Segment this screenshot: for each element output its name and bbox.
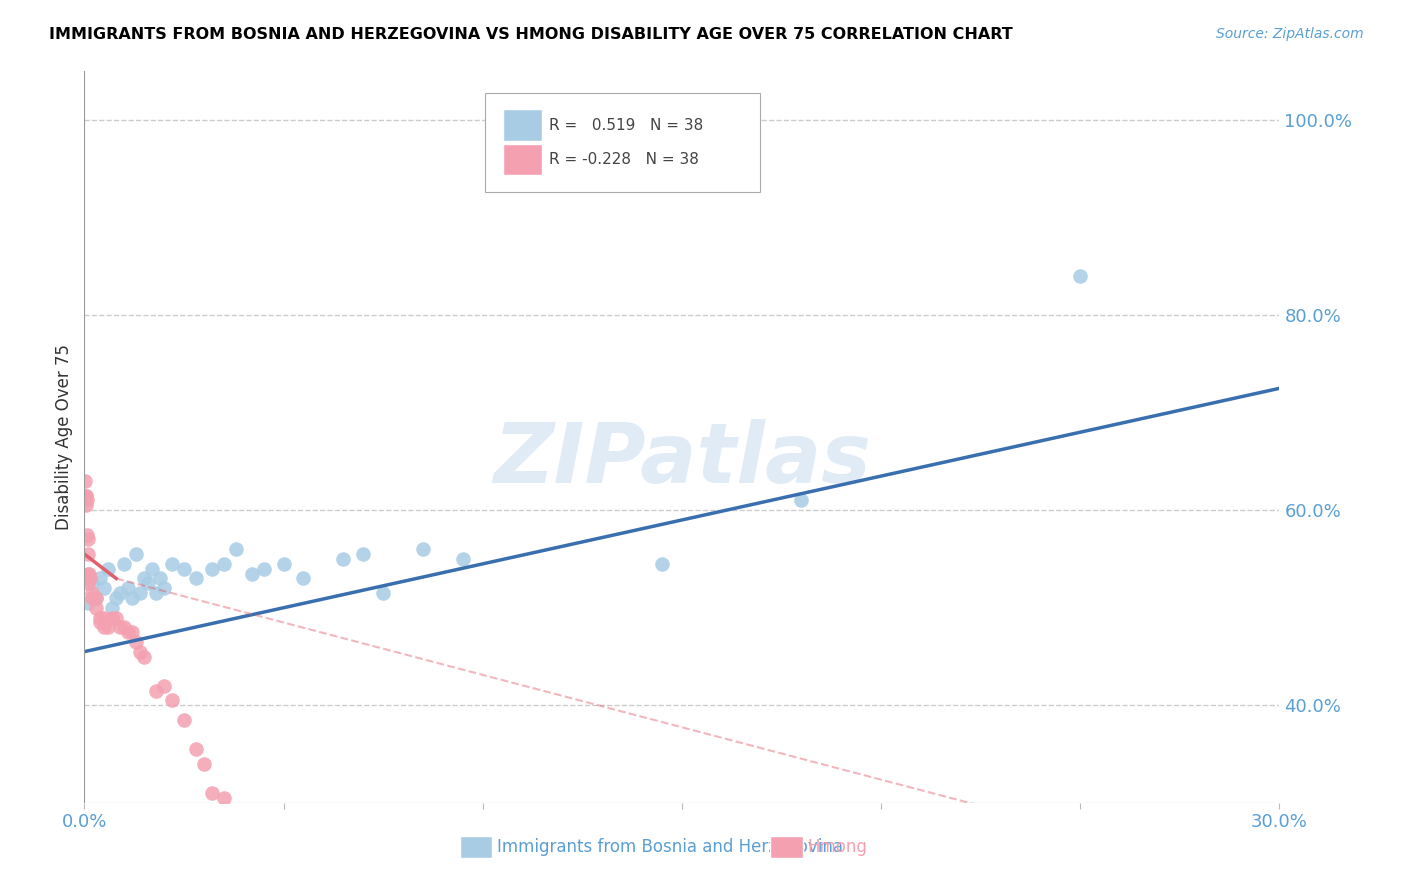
Point [373,586,395,600]
Text: ZIPatlas: ZIPatlas [494,418,870,500]
Point [1069,269,1091,284]
Point [145,683,167,698]
Point [129,645,152,659]
Point [173,562,195,576]
Point [273,557,295,571]
Point [89,572,111,586]
Point [136,576,159,591]
Point [93,581,115,595]
Point [240,566,263,581]
Text: Source: ZipAtlas.com: Source: ZipAtlas.com [1216,27,1364,41]
Point [77,547,100,561]
Point [153,679,176,693]
Point [225,542,247,557]
Point [212,557,235,571]
Point [145,586,167,600]
Point [76,493,98,508]
FancyBboxPatch shape [503,145,543,175]
Point [201,786,224,800]
Point [651,557,673,571]
Point [75,499,97,513]
Point [97,620,120,634]
Point [105,591,128,605]
Point [101,600,124,615]
FancyBboxPatch shape [770,837,803,858]
Point [79,572,101,586]
Point [193,756,215,771]
FancyBboxPatch shape [503,110,543,141]
Point [110,586,132,600]
Text: Hmong: Hmong [807,838,868,856]
Point [125,635,148,649]
Y-axis label: Disability Age Over 75: Disability Age Over 75 [55,344,73,530]
Point [93,620,115,634]
Point [75,474,97,488]
Point [77,596,100,610]
Point [76,527,98,541]
Point [110,620,132,634]
FancyBboxPatch shape [460,837,492,858]
Point [86,591,108,605]
Point [89,610,111,624]
Point [82,591,104,605]
Point [125,547,148,561]
Point [121,625,143,640]
Point [132,649,156,664]
Point [132,572,156,586]
Point [292,572,315,586]
Point [149,572,172,586]
Point [93,610,115,624]
Point [117,625,139,640]
Point [201,562,224,576]
Point [101,610,124,624]
Point [184,742,207,756]
Point [160,557,183,571]
Point [75,489,97,503]
Text: IMMIGRANTS FROM BOSNIA AND HERZEGOVINA VS HMONG DISABILITY AGE OVER 75 CORRELATI: IMMIGRANTS FROM BOSNIA AND HERZEGOVINA V… [49,27,1012,42]
Point [76,533,98,547]
Point [82,586,104,600]
Point [86,591,108,605]
Text: R =   0.519   N = 38: R = 0.519 N = 38 [550,118,703,133]
Point [129,586,152,600]
Text: R = -0.228   N = 38: R = -0.228 N = 38 [550,153,699,168]
Point [173,713,195,727]
Point [75,489,97,503]
Text: Immigrants from Bosnia and Herzegovina: Immigrants from Bosnia and Herzegovina [496,838,842,856]
Point [112,620,135,634]
Point [86,600,108,615]
Point [451,552,474,566]
Point [77,576,100,591]
FancyBboxPatch shape [485,94,759,192]
Point [212,791,235,805]
Point [141,562,163,576]
Point [352,547,374,561]
Point [112,557,135,571]
Point [82,576,104,591]
Point [332,552,354,566]
Point [153,581,176,595]
Point [89,615,111,630]
Point [160,693,183,707]
Point [790,493,813,508]
Point [77,566,100,581]
Point [97,562,120,576]
Point [117,581,139,595]
Point [121,591,143,605]
Point [184,572,207,586]
Point [253,562,276,576]
Point [77,566,100,581]
Point [412,542,434,557]
Point [105,610,128,624]
